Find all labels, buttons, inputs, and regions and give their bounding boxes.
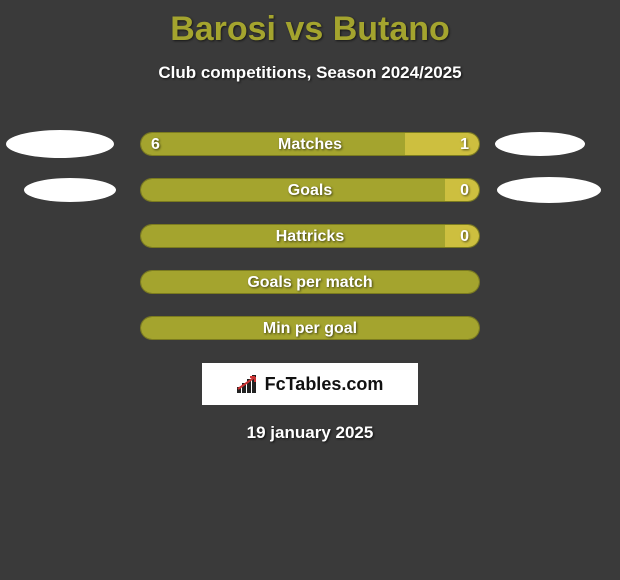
stat-bar: Matches6 1	[140, 132, 480, 156]
stat-row: Goals0	[0, 167, 620, 213]
page-title: Barosi vs Butano	[0, 0, 620, 49]
stat-row: Hattricks0	[0, 213, 620, 259]
logo-text: FcTables.com	[265, 374, 384, 395]
barchart-icon	[237, 375, 259, 393]
stat-value-left: 6	[151, 133, 160, 156]
player-ellipse-left	[6, 130, 114, 158]
stat-label: Goals per match	[141, 271, 479, 294]
subtitle: Club competitions, Season 2024/2025	[0, 63, 620, 83]
stat-value-right: 0	[460, 225, 469, 248]
stat-bar: Goals per match	[140, 270, 480, 294]
stat-bar: Goals0	[140, 178, 480, 202]
stat-value-right: 1	[460, 133, 469, 156]
date-text: 19 january 2025	[0, 423, 620, 443]
stat-row: Goals per match	[0, 259, 620, 305]
stats-container: Matches61Goals0Hattricks0Goals per match…	[0, 121, 620, 351]
player-ellipse-right	[495, 132, 585, 156]
stat-label: Min per goal	[141, 317, 479, 340]
stat-label: Goals	[141, 179, 479, 202]
stat-bar: Min per goal	[140, 316, 480, 340]
stat-bar: Hattricks0	[140, 224, 480, 248]
logo-box: FcTables.com	[202, 363, 418, 405]
stat-value-right: 0	[460, 179, 469, 202]
player-ellipse-left	[24, 178, 116, 202]
stat-row: Matches6 1	[0, 121, 620, 167]
stat-label: Matches	[141, 133, 479, 156]
stat-row: Min per goal	[0, 305, 620, 351]
player-ellipse-right	[497, 177, 601, 203]
stat-label: Hattricks	[141, 225, 479, 248]
